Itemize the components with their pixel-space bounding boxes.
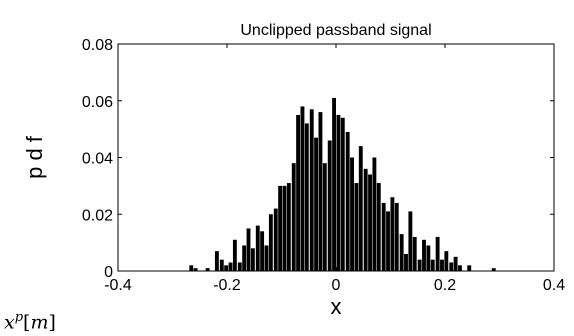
- histogram-bar: [286, 183, 291, 271]
- ticks-group: -0.4 -0.2 0 0.2 0.4 0 0.02 0.04 0.06 0.08: [82, 37, 565, 294]
- histogram-bar: [273, 208, 278, 271]
- histogram-bar: [408, 211, 413, 271]
- bars-group: [189, 97, 496, 272]
- histogram-bar: [309, 109, 314, 271]
- histogram-bar: [358, 146, 363, 271]
- histogram-bar: [412, 236, 417, 271]
- y-axis-label: p d f: [22, 135, 47, 179]
- histogram-bar: [260, 231, 265, 271]
- histogram-bar: [214, 251, 219, 271]
- histogram-bar: [467, 265, 472, 271]
- histogram-bar: [399, 234, 404, 271]
- histogram-bar: [282, 185, 287, 272]
- histogram-bar: [453, 256, 458, 271]
- histogram-bar: [291, 163, 296, 271]
- histogram-bar: [264, 245, 269, 271]
- histogram-bar: [250, 248, 255, 271]
- y-tick-label: 0: [104, 264, 113, 281]
- histogram-bar: [381, 202, 386, 271]
- histogram-bar: [246, 228, 251, 271]
- histogram-bar: [224, 265, 229, 271]
- y-tick-label: 0.08: [82, 37, 113, 54]
- histogram-bar: [327, 140, 332, 271]
- histogram-bar: [228, 262, 233, 271]
- histogram-bar: [340, 117, 345, 271]
- histogram-bar: [449, 262, 454, 271]
- histogram-bar: [435, 236, 440, 271]
- histogram-bar: [404, 253, 408, 271]
- x-tick-label: 0.4: [543, 277, 565, 294]
- y-tick-label: 0.04: [82, 151, 113, 168]
- histogram-bar: [189, 265, 194, 271]
- histogram-bar: [219, 259, 224, 271]
- caption-variable: x: [4, 311, 15, 334]
- histogram-bar: [232, 239, 237, 271]
- histogram-bar: [386, 211, 390, 271]
- x-axis-label: x: [331, 294, 342, 319]
- histogram-bar: [458, 265, 462, 271]
- histogram-bar: [332, 97, 336, 271]
- caption-close-bracket: ]: [48, 311, 56, 334]
- caption-open-bracket: [: [23, 311, 31, 334]
- histogram-bar: [491, 268, 496, 271]
- histogram-bar: [363, 168, 368, 271]
- histogram-bar: [322, 163, 327, 271]
- chart-title: Unclipped passband signal: [240, 22, 431, 39]
- histogram-bar: [372, 157, 377, 271]
- histogram-bar: [368, 174, 372, 271]
- histogram-bar: [242, 245, 247, 271]
- histogram-bar: [296, 114, 301, 271]
- y-tick-label: 0.02: [82, 207, 113, 224]
- histogram-bar: [376, 183, 381, 271]
- histogram-bar: [304, 123, 309, 271]
- x-tick-label: -0.2: [213, 277, 241, 294]
- caption-superscript: p: [14, 310, 24, 325]
- histogram-bar: [318, 112, 323, 271]
- histogram-bar: [300, 106, 305, 272]
- y-tick-label: 0.06: [82, 94, 113, 111]
- histogram-bar: [193, 268, 198, 271]
- histogram-bar: [205, 268, 210, 271]
- signal-caption: xp[m]: [4, 310, 56, 333]
- histogram-bar: [426, 245, 431, 271]
- x-tick-label: 0: [332, 277, 341, 294]
- histogram-bar: [336, 114, 341, 271]
- histogram-bar: [268, 214, 273, 271]
- histogram-bar: [314, 137, 319, 271]
- histogram-bar: [417, 259, 422, 271]
- histogram-bar: [350, 157, 354, 271]
- histogram-bar: [430, 259, 435, 271]
- histogram-bar: [345, 131, 350, 271]
- histogram-bar: [255, 225, 260, 271]
- histogram-bar: [440, 259, 444, 271]
- x-tick-label: -0.4: [104, 277, 132, 294]
- x-tick-label: 0.2: [434, 277, 456, 294]
- caption-index: m: [30, 311, 49, 334]
- histogram-bar: [278, 185, 283, 272]
- histogram-bar: [237, 262, 242, 271]
- histogram-bar: [422, 239, 426, 271]
- histogram-bar: [444, 251, 449, 271]
- histogram-bar: [354, 183, 359, 271]
- histogram-bar: [390, 197, 395, 271]
- histogram-bar: [394, 202, 399, 271]
